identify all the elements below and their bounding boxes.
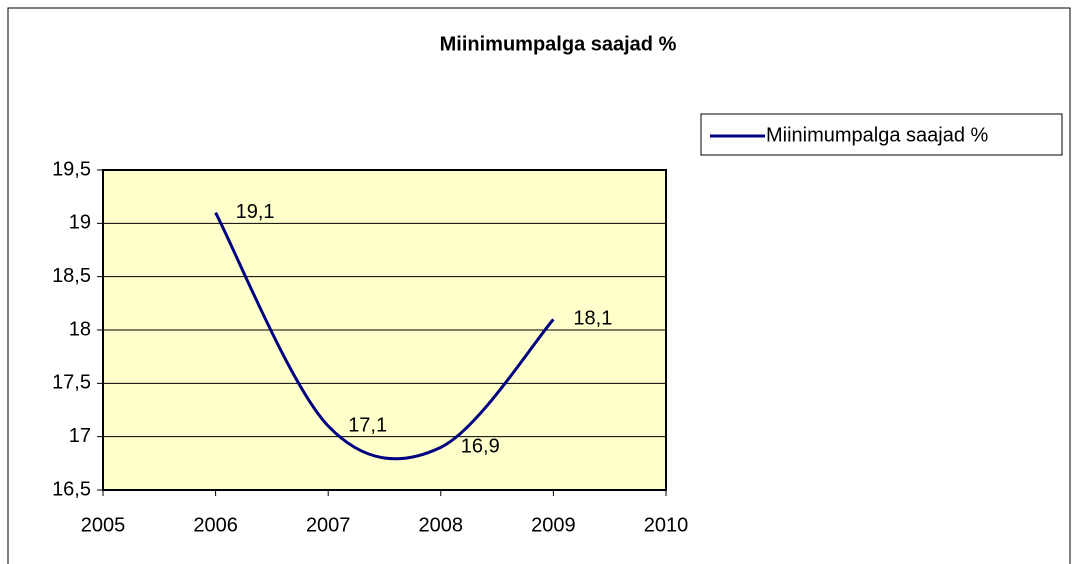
chart-title: Miinimumpalga saajad % — [440, 33, 677, 55]
x-tick-label: 2007 — [306, 514, 351, 536]
x-tick-label: 2006 — [193, 514, 238, 536]
y-tick-label: 16,5 — [52, 478, 91, 500]
y-tick-label: 17 — [69, 425, 91, 447]
data-label: 16,9 — [461, 436, 500, 458]
y-tick-label: 19,5 — [52, 158, 91, 180]
y-tick-label: 18 — [69, 318, 91, 340]
y-tick-label: 17,5 — [52, 372, 91, 394]
chart-frame — [7, 7, 1071, 564]
legend-label: Miinimumpalga saajad % — [766, 124, 989, 146]
line-series — [214, 211, 555, 461]
y-tick-label: 18,5 — [52, 265, 91, 287]
x-tick-label: 2009 — [531, 514, 576, 536]
plot-border — [102, 169, 667, 491]
x-tick-label: 2005 — [81, 514, 126, 536]
y-tick-label: 19 — [69, 212, 91, 234]
data-label: 17,1 — [348, 414, 387, 436]
x-tick-label: 2010 — [644, 514, 689, 536]
data-label: 19,1 — [236, 201, 275, 223]
x-tick-label: 2008 — [419, 514, 464, 536]
data-label: 18,1 — [573, 308, 612, 330]
